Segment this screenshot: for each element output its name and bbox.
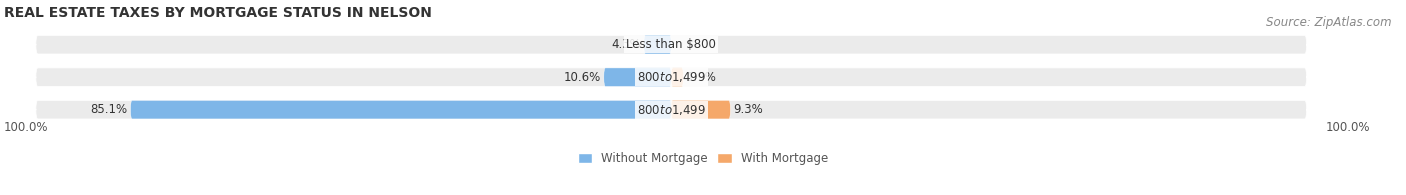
Text: 100.0%: 100.0%: [1326, 121, 1369, 134]
FancyBboxPatch shape: [671, 68, 683, 86]
FancyBboxPatch shape: [131, 100, 671, 119]
Text: 9.3%: 9.3%: [734, 103, 763, 116]
Text: Source: ZipAtlas.com: Source: ZipAtlas.com: [1267, 16, 1392, 29]
FancyBboxPatch shape: [603, 68, 671, 86]
Text: $800 to $1,499: $800 to $1,499: [637, 103, 706, 117]
FancyBboxPatch shape: [37, 35, 1306, 54]
Text: $800 to $1,499: $800 to $1,499: [637, 70, 706, 84]
FancyBboxPatch shape: [644, 35, 671, 54]
Text: 10.6%: 10.6%: [564, 71, 600, 84]
Text: 85.1%: 85.1%: [90, 103, 128, 116]
Legend: Without Mortgage, With Mortgage: Without Mortgage, With Mortgage: [574, 148, 832, 170]
Text: 100.0%: 100.0%: [4, 121, 49, 134]
FancyBboxPatch shape: [37, 68, 1306, 86]
FancyBboxPatch shape: [671, 100, 730, 119]
Text: REAL ESTATE TAXES BY MORTGAGE STATUS IN NELSON: REAL ESTATE TAXES BY MORTGAGE STATUS IN …: [4, 6, 432, 20]
Text: 4.3%: 4.3%: [612, 38, 641, 51]
FancyBboxPatch shape: [37, 100, 1306, 119]
Text: 1.9%: 1.9%: [686, 71, 717, 84]
Text: Less than $800: Less than $800: [626, 38, 716, 51]
